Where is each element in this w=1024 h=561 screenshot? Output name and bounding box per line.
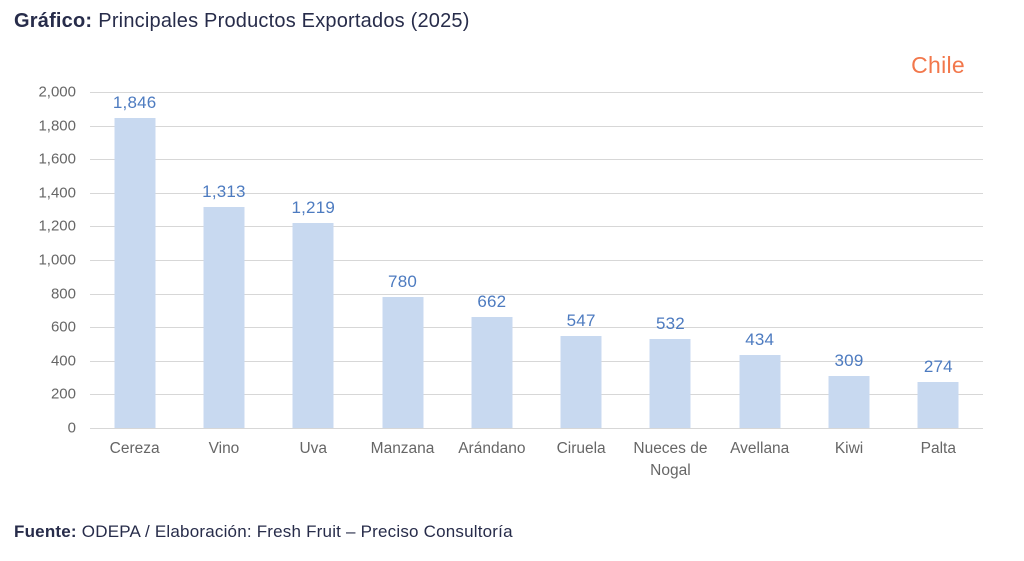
bar-arándano	[471, 316, 513, 428]
plot-area: 1,846 1,313 1,219 780 662 547 532 434 309 274	[90, 92, 983, 429]
bar-vino	[203, 207, 245, 428]
bar-value-label: 1,313	[202, 182, 246, 202]
bar-value-label: 780	[388, 271, 418, 291]
gridline	[90, 394, 983, 396]
x-axis-labels: Cereza Vino Uva Manzana Arándano Ciruela Nuece…	[90, 438, 983, 483]
y-tick-label: 400	[50, 352, 76, 370]
y-tick-label: 200	[50, 385, 76, 403]
gridline	[90, 226, 983, 228]
y-tick-label: 2,000	[38, 83, 76, 101]
bar-value-label: 547	[566, 311, 596, 331]
region-label: Chile	[911, 52, 965, 78]
bar-value-label: 274	[923, 356, 953, 376]
source-label: Fuente:	[14, 522, 77, 541]
y-tick-label: 1,200	[38, 217, 76, 235]
bar-palta	[917, 381, 959, 428]
bar-manzana	[382, 296, 424, 428]
gridline	[90, 260, 983, 261]
bar-value-label: 434	[745, 330, 775, 350]
bars-container: 1,846 1,313 1,219 780 662 547 532 434 309 274	[90, 92, 983, 428]
bar-uva	[292, 223, 334, 428]
x-category-label: Arándano	[458, 440, 526, 457]
x-category-label: Nueces de Nogal	[633, 440, 708, 480]
y-tick-label: 1,000	[38, 251, 76, 269]
x-category-label: Kiwi	[834, 440, 864, 457]
bar-slot: 1,846	[90, 92, 179, 428]
page-title-text: Principales Productos Exportados (2025)	[98, 10, 470, 32]
bar-slot: 1,219	[269, 92, 358, 428]
x-category-label: Manzana	[370, 440, 435, 457]
gridline	[90, 159, 983, 161]
bar-slot: 309	[804, 92, 893, 428]
bar-value-label: 309	[834, 351, 864, 371]
x-category-label: Cereza	[109, 440, 160, 457]
bar-cereza	[114, 117, 156, 428]
bar-slot: 780	[358, 92, 447, 428]
bar-nueces-de-nogal	[649, 338, 691, 428]
gridline	[90, 192, 983, 194]
bar-value-label: 1,846	[112, 92, 157, 112]
bar-slot: 434	[715, 92, 804, 428]
source-note: Fuente: ODEPA / Elaboración: Fresh Fruit …	[14, 522, 513, 542]
bar-slot: 274	[894, 92, 983, 428]
y-tick-label: 1,800	[38, 117, 76, 135]
gridline	[90, 92, 983, 93]
y-tick-label: 0	[67, 419, 76, 437]
y-tick-label: 1,400	[38, 184, 76, 202]
bar-avellana	[739, 355, 781, 428]
bar-value-label: 532	[655, 313, 685, 333]
x-category-label: Ciruela	[556, 440, 606, 457]
y-tick-label: 800	[50, 285, 76, 303]
page-title-prefix: Gráfico:	[14, 10, 93, 32]
gridline	[90, 293, 983, 295]
gridline	[90, 125, 983, 127]
x-category-label: Avellana	[730, 440, 790, 457]
bar-slot: 662	[447, 92, 536, 428]
bar-ciruela	[560, 336, 602, 428]
x-category-label: Uva	[299, 440, 328, 457]
gridline	[90, 360, 983, 362]
y-tick-label: 600	[50, 318, 76, 336]
bar-value-label: 1,219	[291, 198, 336, 218]
y-tick-label: 1,600	[38, 150, 76, 168]
bar-slot: 547	[536, 92, 625, 428]
x-category-label: Vino	[208, 440, 240, 457]
x-category-label: Palta	[920, 440, 956, 457]
bar-value-label: 662	[477, 291, 507, 311]
bar-slot: 532	[626, 92, 715, 428]
gridline	[90, 327, 983, 329]
source-text: ODEPA / Elaboración: Fresh Fruit – Preci…	[81, 522, 513, 541]
y-axis-labels: 0 200 400 600 800 1,000 1,200 1,400 1,600 1,800 2,…	[0, 84, 76, 437]
bar-kiwi	[828, 376, 870, 428]
page-title: Gráfico: Principales Productos Exportados…	[14, 10, 470, 33]
gridline	[90, 428, 983, 429]
bar-slot: 1,313	[179, 92, 268, 428]
